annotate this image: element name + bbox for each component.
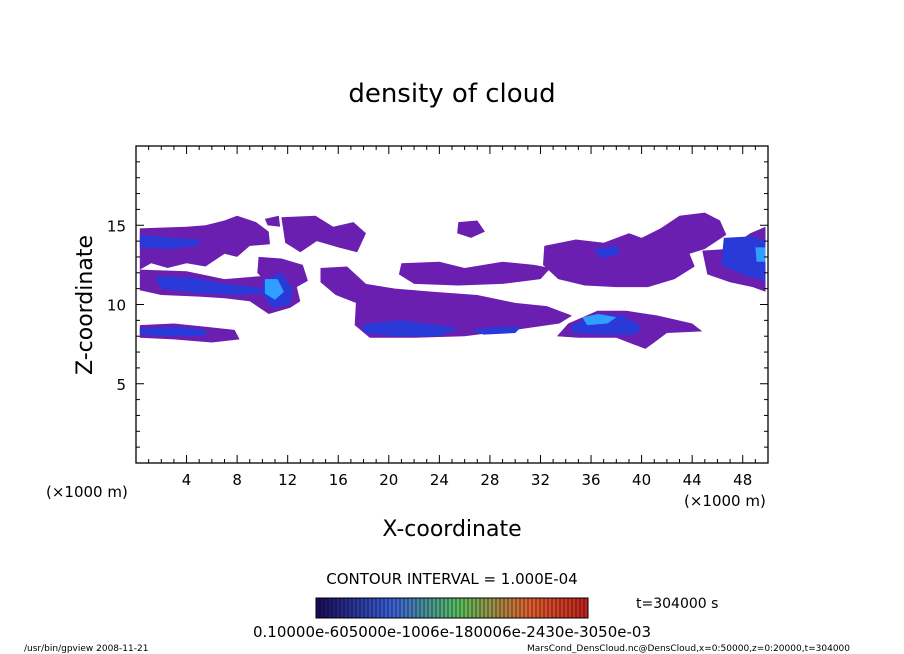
cloud-region-mid-14 [155,276,267,295]
x-tick-label: 20 [379,471,398,489]
cloud-region-low-5 [320,266,573,338]
cloud-region-mid-17 [471,326,522,335]
y-axis-label: Z-coordinate [73,235,98,375]
x-tick-label: 12 [278,471,297,489]
x-tick-label: 48 [733,471,752,489]
cloud-region-mid-13 [139,326,206,337]
cloud-region-mid-16 [363,320,459,337]
x-tick-label: 44 [683,471,702,489]
y-tick-label: 10 [107,297,126,315]
cloud-region-low-11 [264,215,281,227]
x-tick-label: 16 [329,471,348,489]
colorbar [315,597,589,619]
cloud-region-high-23 [755,247,766,262]
cloud-region-high-22 [582,314,617,326]
density-field [139,212,766,349]
contour-interval-label: CONTOUR INTERVAL = 1.000E-04 [326,570,577,588]
colorbar-frame [315,597,589,619]
cloud-region-mid-20 [593,245,621,259]
plot-frame [135,145,769,464]
colorbar-labels: 0.10000e-605000e-1006e-180006e-2430e-305… [253,623,651,641]
cloud-region-low-9 [543,212,727,288]
x-tick-label: 32 [531,471,550,489]
cloud-region-low-3 [281,215,366,253]
cloud-region-mid-12 [139,234,200,249]
time-label: t=304000 s [636,596,718,612]
x-tick-label: 40 [632,471,651,489]
cloud-region-low-6 [398,261,551,286]
chart-title: density of cloud [348,79,555,109]
x-tick-label: 28 [480,471,499,489]
cloud-region-mid-19 [721,236,766,281]
y-tick-label: 15 [107,217,126,235]
x-unit-left: (×1000 m) [46,483,128,501]
cloud-region-low-7 [457,220,485,238]
x-tick-label: 36 [581,471,600,489]
colorbar-stripes [319,598,585,618]
cloud-region-low-0 [139,215,270,270]
footer-right: MarsCond_DensCloud.nc@DensCloud,x=0:5000… [527,644,850,654]
x-tick-label: 8 [232,471,242,489]
x-tick-label: 4 [182,471,192,489]
x-ticks: 4 8 12 16 20 24 28 32 36 40 44 48 [148,146,756,489]
y-tick-label: 5 [116,376,126,394]
x-unit-right: (×1000 m) [684,492,766,510]
y-ticks: 5 10 15 [107,161,768,448]
x-tick-label: 24 [430,471,449,489]
x-axis-label: X-coordinate [382,517,521,542]
cloud-region-high-21 [264,279,284,300]
footer-left: /usr/bin/gpview 2008-11-21 [24,644,148,654]
